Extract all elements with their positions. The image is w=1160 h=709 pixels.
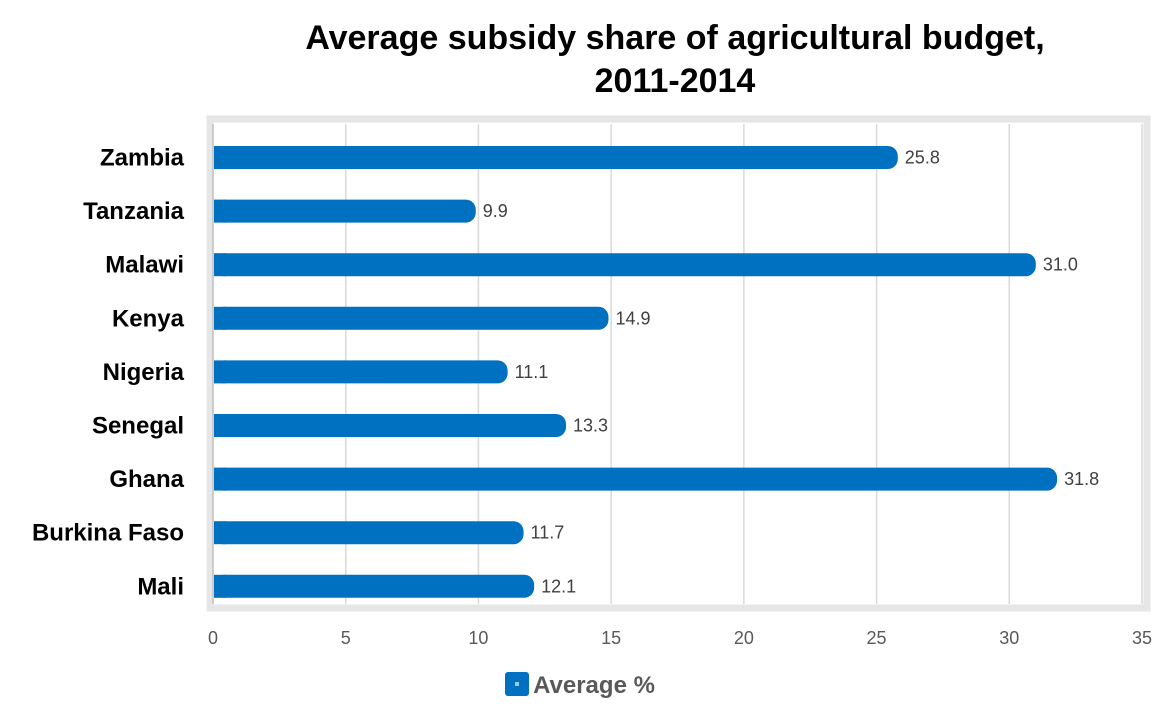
y-category-label: Malawi <box>105 252 184 279</box>
y-category-label: Mali <box>137 573 184 600</box>
y-category-label: Senegal <box>92 413 184 440</box>
data-label: 31.0 <box>1043 255 1078 275</box>
bar <box>214 467 1058 491</box>
bar <box>214 146 898 169</box>
bar-square-end <box>214 574 226 598</box>
plot-area-frame <box>206 115 1151 612</box>
y-category-label: Tanzania <box>83 198 185 225</box>
bar-square-end <box>214 414 226 437</box>
data-label: 12.1 <box>541 576 576 596</box>
y-category-label: Burkina Faso <box>32 520 184 547</box>
y-category-label: Zambia <box>100 145 185 172</box>
bar <box>214 199 476 223</box>
x-tick-label: 15 <box>601 628 621 648</box>
data-label: 31.8 <box>1064 469 1099 489</box>
legend-swatch <box>505 672 530 696</box>
x-tick-label: 10 <box>468 628 488 648</box>
y-category-label: Nigeria <box>103 359 185 386</box>
data-label: 9.9 <box>483 201 508 221</box>
data-label: 13.3 <box>573 416 608 436</box>
data-label: 11.1 <box>515 362 549 382</box>
legend-label: Average % <box>533 672 655 699</box>
bar <box>214 360 508 384</box>
chart-title-line2: 2011-2014 <box>594 62 756 100</box>
y-category-label: Kenya <box>112 305 185 332</box>
bar <box>214 414 567 437</box>
data-label: 14.9 <box>615 308 650 328</box>
bar-square-end <box>214 467 226 491</box>
bar-square-end <box>214 146 226 169</box>
x-tick-label: 0 <box>208 628 218 648</box>
x-tick-label: 5 <box>341 628 351 648</box>
data-label: 25.8 <box>905 148 940 168</box>
bar-square-end <box>214 306 226 330</box>
chart-title-line1: Average subsidy share of agricultural bu… <box>305 19 1045 57</box>
legend: Average % <box>0 672 1160 700</box>
bar <box>214 306 609 330</box>
bar-square-end <box>214 360 226 384</box>
x-tick-label: 35 <box>1132 628 1152 648</box>
x-tick-label: 20 <box>734 628 754 648</box>
data-label: 11.7 <box>531 523 565 543</box>
y-category-label: Ghana <box>109 466 184 493</box>
x-tick-label: 30 <box>999 628 1019 648</box>
bar <box>214 253 1036 277</box>
bar-square-end <box>214 253 226 277</box>
bar-square-end <box>214 521 226 545</box>
x-tick-label: 25 <box>867 628 887 648</box>
bar <box>214 574 535 598</box>
bar-square-end <box>214 199 226 223</box>
bar <box>214 521 524 545</box>
